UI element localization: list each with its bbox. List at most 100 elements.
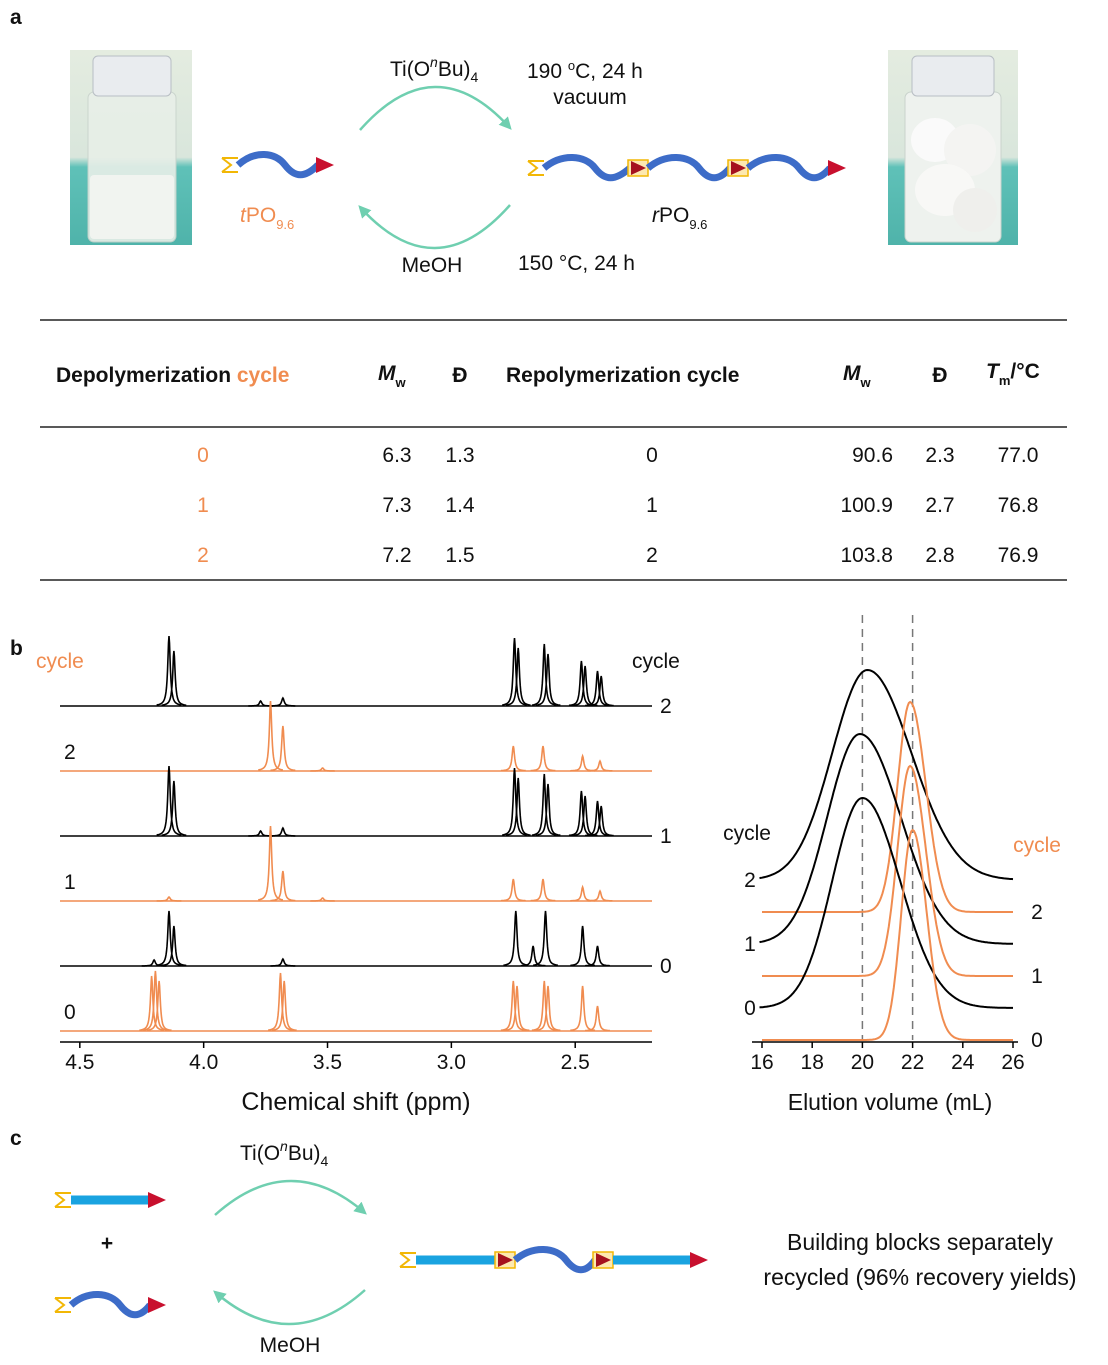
spectrum-peak <box>535 783 561 837</box>
spectrum-peak <box>570 753 595 772</box>
spectrum-peak <box>533 910 558 966</box>
table-cell: 1 <box>197 494 209 517</box>
x-tick-label: 4.5 <box>65 1051 94 1074</box>
x-tick-label: 22 <box>901 1051 924 1074</box>
table-cell: 2 <box>646 544 658 567</box>
spectrum-peak <box>585 945 610 967</box>
spectrum-peak <box>267 972 293 1031</box>
x-tick-label: 20 <box>851 1051 874 1074</box>
elution-curve <box>759 732 1013 945</box>
trace-label: 1 <box>744 933 756 956</box>
right-polymer-label: rPO9.6 <box>652 204 707 232</box>
header-cell: Đ <box>932 364 947 387</box>
spectrum-peak <box>161 780 187 836</box>
building-block-hard <box>54 1192 166 1208</box>
spectrum-peak <box>587 889 613 902</box>
spectrum-peak <box>310 767 335 772</box>
table-cell: 77.0 <box>998 444 1039 467</box>
multiblock-polymer <box>399 1246 708 1274</box>
table-cell: 6.3 <box>382 444 411 467</box>
left-polymer-label: tPO9.6 <box>240 204 294 232</box>
spectrum-peak <box>271 980 297 1032</box>
legend-heading: cycle <box>723 822 771 845</box>
spectrum-peak <box>504 985 530 1032</box>
forward-arrow <box>214 1179 367 1216</box>
trace-label: 2 <box>64 741 76 764</box>
spectrum-peak <box>156 635 182 706</box>
spectrum-peak <box>531 643 557 706</box>
trace-label: 1 <box>660 825 672 848</box>
forward-conditions: 190 oC, 24 h <box>527 58 643 83</box>
spectrum-peak <box>530 878 556 902</box>
spectrum-peak <box>258 825 284 901</box>
spectrum-peak <box>530 745 556 772</box>
spectrum-peak <box>161 650 187 706</box>
spectrum-peak <box>270 696 296 707</box>
spectrum-peak <box>310 897 335 902</box>
spectrum-peak <box>156 910 182 966</box>
spectrum-peak <box>502 637 527 706</box>
table-cell: 100.9 <box>840 494 893 517</box>
trace-label: 1 <box>1031 965 1043 988</box>
table-header: Depolymerization cycle Mw Đ Repolymeriza… <box>56 360 1040 390</box>
x-tick-label: 3.0 <box>437 1051 466 1074</box>
spectrum-peak <box>139 975 164 1031</box>
caption: recycled (96% recovery yields) <box>763 1264 1076 1290</box>
table-cell: 1.4 <box>445 494 475 517</box>
spectrum-peak <box>156 765 182 836</box>
spectrum-peak <box>531 773 557 836</box>
elution-curve <box>759 796 1013 1009</box>
repolymerized-polymer <box>527 154 846 182</box>
spectrum-peak <box>143 970 168 1031</box>
table-cell: 1.5 <box>445 544 474 567</box>
elution-curve <box>759 668 1014 881</box>
trace-label: 0 <box>64 1001 76 1024</box>
table-cell: 90.6 <box>852 444 893 467</box>
spectrum-peak <box>500 980 526 1032</box>
trace-label: 0 <box>744 997 756 1020</box>
x-tick-label: 16 <box>750 1051 773 1074</box>
table-body: 0 6.3 1.3 0 90.6 2.3 77.0 1 7.3 1.4 1 100.9 2.7 76.8 2… <box>197 444 1038 567</box>
nmr-chart: 4.5 4.0 3.5 3.0 2.5 Chemical shift (ppm) cycle… <box>36 635 680 1116</box>
panel-label: a <box>10 6 22 29</box>
x-tick-label: 2.5 <box>561 1051 590 1074</box>
trace-label: 0 <box>1031 1029 1043 1052</box>
spectrum-peak <box>161 925 187 967</box>
spectrum-peak <box>156 895 182 902</box>
x-tick-label: 24 <box>951 1051 975 1074</box>
table-cell: 1 <box>646 494 658 517</box>
table-cell: 0 <box>197 444 209 467</box>
spectrum-peak <box>146 980 172 1032</box>
spectrum-peak <box>270 725 296 772</box>
spectrum-peak <box>588 675 614 707</box>
x-tick-label: 26 <box>1001 1051 1024 1074</box>
reverse-conditions: 150 °C, 24 h <box>518 252 635 275</box>
table-cell: 2.7 <box>925 494 954 517</box>
panel-label: c <box>10 1127 22 1150</box>
trace-label: 2 <box>1031 901 1043 924</box>
header-cell: Depolymerization cycle <box>56 364 289 387</box>
spectrum-peak <box>500 745 526 772</box>
x-tick-label: 3.5 <box>313 1051 342 1074</box>
spectrum-peak <box>270 870 296 902</box>
vial-photo-left <box>70 50 192 245</box>
table-cell: 7.2 <box>382 544 411 567</box>
spectrum-peak <box>248 829 273 837</box>
header-cell: Repolymerization cycle <box>506 364 739 387</box>
legend-heading: cycle <box>632 650 680 673</box>
spectrum-peak <box>502 767 527 836</box>
spectrum-peak <box>248 699 273 707</box>
panel-label: b <box>10 637 23 660</box>
spectrum-peak <box>270 826 296 837</box>
spectrum-peak <box>570 884 595 902</box>
table-cell: 2.3 <box>925 444 954 467</box>
trace-label: 0 <box>660 955 672 978</box>
table-cell: 2.8 <box>925 544 954 567</box>
spectrum-peak <box>585 1005 610 1032</box>
trace-label: 2 <box>660 695 672 718</box>
header-cell: Mw <box>843 362 872 390</box>
spectrum-peak <box>258 700 284 771</box>
spectrum-peak <box>570 985 596 1032</box>
